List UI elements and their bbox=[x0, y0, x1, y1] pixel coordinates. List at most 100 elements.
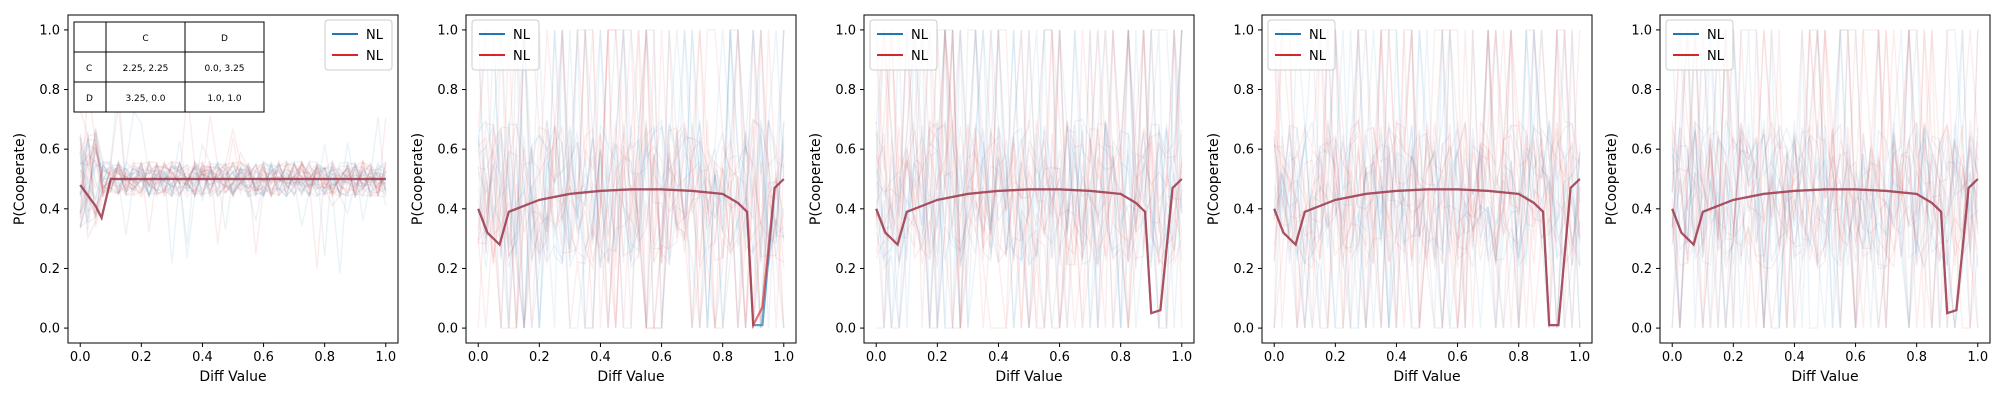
faint-trace-blue bbox=[875, 29, 1183, 329]
faint-trace-blue bbox=[79, 137, 387, 264]
x-tick-label: 0.6 bbox=[253, 350, 274, 365]
faint-trace-red bbox=[1273, 29, 1581, 329]
y-tick-label: 0.6 bbox=[437, 143, 458, 158]
y-tick-label: 0.4 bbox=[39, 202, 60, 217]
faint-trace-blue bbox=[1671, 122, 1979, 329]
faint-trace-red bbox=[1671, 29, 1979, 329]
background-traces bbox=[1273, 29, 1581, 329]
axes-frame bbox=[67, 14, 399, 344]
faint-trace-blue bbox=[477, 29, 785, 329]
y-tick-label: 0.6 bbox=[835, 143, 856, 158]
x-axis-label: Diff Value bbox=[1393, 369, 1460, 385]
x-tick-label: 0.0 bbox=[468, 350, 489, 365]
y-tick-label: 0.8 bbox=[835, 83, 856, 98]
faint-trace-blue bbox=[1273, 29, 1581, 329]
legend-label: NL bbox=[1309, 49, 1327, 64]
faint-trace-red bbox=[477, 29, 785, 329]
faint-trace-blue bbox=[79, 159, 387, 227]
faint-trace-red bbox=[875, 29, 1183, 329]
y-tick-label: 0.8 bbox=[437, 83, 458, 98]
faint-trace-red bbox=[1671, 29, 1979, 329]
chart-panel-2: 0.0 0.2 0.4 0.6 0.8 1.0 0.0 0.2 0.4 0.6 0.8 1.0 Diff… bbox=[410, 14, 797, 385]
y-tick-label: 0.0 bbox=[39, 322, 60, 337]
legend-box bbox=[869, 19, 938, 71]
faint-trace-red bbox=[79, 108, 387, 227]
legend: NL NL bbox=[471, 19, 540, 71]
faint-trace-red bbox=[79, 106, 387, 196]
faint-trace-red bbox=[79, 137, 387, 233]
faint-trace-blue bbox=[1671, 29, 1979, 329]
faint-trace-red bbox=[875, 29, 1183, 329]
x-tick-label: 1.0 bbox=[773, 350, 794, 365]
faint-trace-blue bbox=[477, 29, 785, 329]
table-cell: 3.25, 0.0 bbox=[125, 94, 165, 104]
faint-trace-red bbox=[1273, 29, 1581, 329]
series-line-2 bbox=[79, 177, 386, 221]
faint-trace-blue bbox=[477, 29, 785, 329]
faint-trace-red bbox=[79, 143, 387, 199]
y-tick-label: 0.2 bbox=[1233, 262, 1254, 277]
x-tick-label: 0.0 bbox=[866, 350, 887, 365]
faint-trace-red bbox=[79, 133, 387, 269]
y-tick-label: 0.2 bbox=[437, 262, 458, 277]
x-tick-label: 0.4 bbox=[1386, 350, 1407, 365]
legend: NL NL bbox=[869, 19, 938, 71]
axes-frame bbox=[465, 14, 797, 344]
faint-trace-blue bbox=[477, 29, 785, 269]
y-tick-label: 1.0 bbox=[1233, 23, 1254, 38]
y-tick-label: 0.8 bbox=[1233, 83, 1254, 98]
faint-trace-red bbox=[875, 29, 1183, 329]
faint-trace-blue bbox=[875, 29, 1183, 329]
y-axis-label: P(Cooperate) bbox=[808, 133, 824, 225]
faint-trace-red bbox=[875, 29, 1183, 329]
y-tick-label: 0.8 bbox=[39, 83, 60, 98]
faint-trace-blue bbox=[875, 29, 1182, 329]
legend-label: NL bbox=[513, 49, 531, 64]
faint-trace-red bbox=[79, 138, 387, 199]
y-tick-label: 0.8 bbox=[1631, 83, 1652, 98]
faint-trace-red bbox=[477, 29, 785, 329]
y-tick-label: 0.2 bbox=[1631, 262, 1652, 277]
faint-trace-red bbox=[875, 29, 1183, 329]
table-cell: 2.25, 2.25 bbox=[123, 64, 169, 74]
x-axis-label: Diff Value bbox=[199, 369, 266, 385]
faint-trace-blue bbox=[1671, 29, 1979, 329]
chart-panel-3: 0.0 0.2 0.4 0.6 0.8 1.0 0.0 0.2 0.4 0.6 0.8 1.0 Diff… bbox=[808, 14, 1195, 385]
faint-trace-blue bbox=[1671, 29, 1979, 329]
faint-trace-red bbox=[1671, 29, 1979, 329]
x-tick-label: 0.6 bbox=[1049, 350, 1070, 365]
x-tick-label: 0.4 bbox=[192, 350, 213, 365]
faint-trace-red bbox=[1274, 29, 1581, 262]
faint-trace-red bbox=[875, 29, 1183, 329]
faint-trace-blue bbox=[1273, 29, 1581, 329]
faint-trace-red bbox=[875, 29, 1183, 329]
y-axis-label: P(Cooperate) bbox=[410, 133, 426, 225]
faint-trace-red bbox=[79, 151, 387, 255]
faint-trace-red bbox=[1273, 29, 1581, 329]
faint-trace-red bbox=[477, 29, 785, 329]
faint-trace-blue bbox=[1273, 29, 1581, 329]
legend-label: NL bbox=[366, 49, 384, 64]
faint-trace-red bbox=[1671, 29, 1979, 329]
faint-trace-red bbox=[1273, 29, 1581, 329]
y-axis-label: P(Cooperate) bbox=[12, 133, 28, 225]
x-tick-label: 0.0 bbox=[1662, 350, 1683, 365]
y-tick-label: 0.4 bbox=[1233, 202, 1254, 217]
faint-trace-blue bbox=[79, 133, 387, 235]
legend-box bbox=[1665, 19, 1734, 71]
x-axis-label: Diff Value bbox=[1791, 369, 1858, 385]
x-tick-label: 0.2 bbox=[131, 350, 152, 365]
faint-trace-red bbox=[79, 117, 387, 219]
faint-trace-blue bbox=[875, 29, 1183, 329]
faint-trace-blue bbox=[79, 142, 386, 201]
faint-trace-red bbox=[1671, 29, 1979, 329]
faint-trace-blue bbox=[1273, 136, 1581, 329]
faint-trace-blue bbox=[875, 29, 1183, 329]
x-axis-label: Diff Value bbox=[597, 369, 664, 385]
faint-trace-blue bbox=[1671, 29, 1979, 329]
y-tick-label: 0.6 bbox=[39, 143, 60, 158]
faint-trace-blue bbox=[1273, 29, 1581, 329]
axes-frame bbox=[1659, 14, 1991, 344]
y-tick-label: 0.6 bbox=[1631, 143, 1652, 158]
